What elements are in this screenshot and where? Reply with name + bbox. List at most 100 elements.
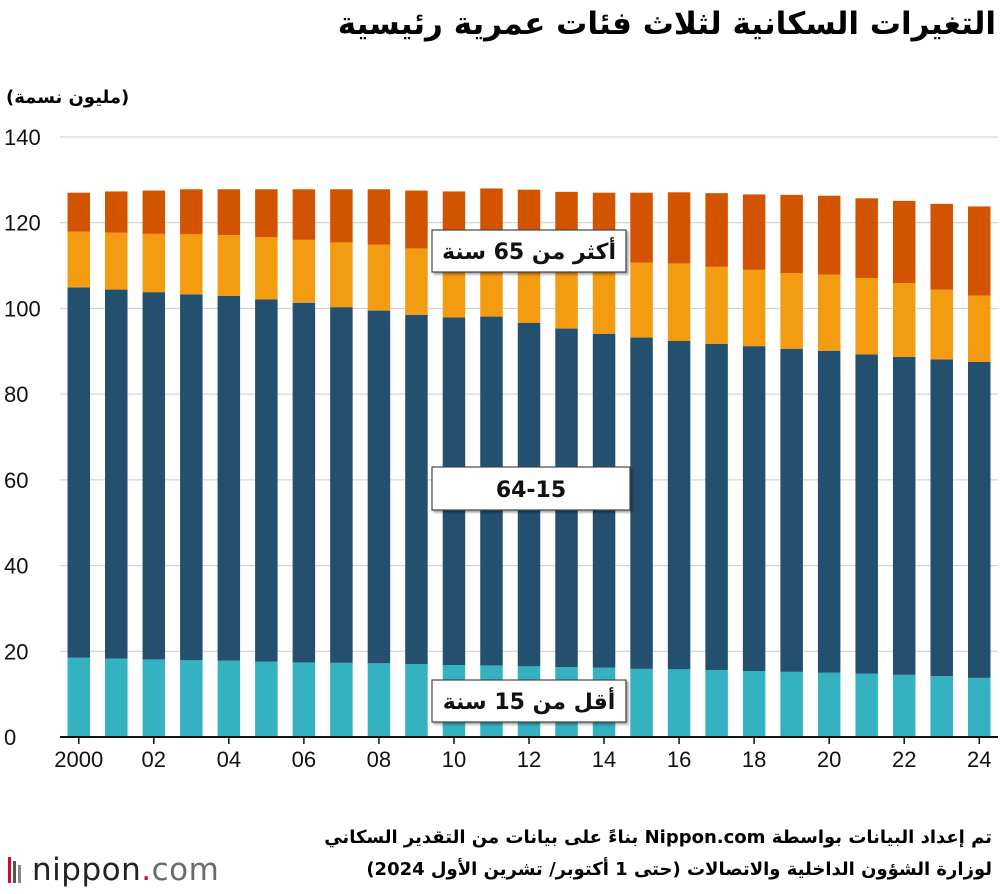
bar-2003-series-3 [180, 234, 203, 295]
label-working: 64-15 [431, 466, 631, 511]
source-line-1: تم إعداد البيانات بواسطة Nippon.com بناء… [324, 827, 992, 848]
bar-2006-series-2 [292, 302, 316, 663]
bar-2021-series-1 [855, 673, 878, 737]
bar-2021-series-4 [855, 198, 878, 278]
bar-2015-series-2 [630, 337, 653, 669]
bar-2001-series-1 [105, 658, 128, 737]
bar-2013-series-3 [555, 258, 578, 329]
bar-2004-series-2 [217, 296, 241, 661]
bar-2014-series-3 [592, 263, 616, 334]
x-tick-label-16: 16 [667, 747, 691, 772]
bar-2003-series-4 [180, 189, 203, 235]
bar-2003-series-2 [180, 294, 203, 661]
x-tick-label-04: 04 [217, 747, 241, 772]
bar-2008-series-4 [367, 189, 391, 245]
bar-2016-series-3 [667, 263, 691, 341]
source-line-2: لوزارة الشؤون الداخلية والاتصالات (حتى 1… [366, 859, 992, 880]
x-tick-label-20: 20 [817, 747, 841, 772]
bar-2024-series-4 [967, 206, 991, 296]
x-tick-label-2000: 2000 [54, 747, 103, 772]
bar-2016-series-2 [667, 341, 691, 670]
x-tick-label-12: 12 [517, 747, 541, 772]
bar-2007-series-4 [330, 189, 353, 243]
bar-2006-series-3 [292, 239, 316, 303]
x-tick-label-18: 18 [742, 747, 766, 772]
bar-2018-series-2 [742, 346, 766, 671]
bar-2020-series-1 [817, 672, 841, 737]
bar-2018-series-4 [742, 194, 766, 270]
bar-2020-series-4 [817, 195, 841, 275]
bar-2022-series-3 [892, 283, 916, 357]
bar-2022-series-1 [892, 674, 916, 737]
bar-2018-series-1 [742, 671, 766, 737]
bar-2007-series-3 [330, 242, 353, 308]
bars [67, 188, 991, 737]
logo-name: nippon [32, 852, 142, 888]
bar-2004-series-3 [217, 235, 241, 296]
bar-2005-series-4 [255, 189, 278, 238]
bar-2018-series-3 [742, 269, 766, 347]
bar-2004-series-1 [217, 660, 241, 737]
bar-2002-series-3 [142, 233, 166, 293]
bar-2008-series-3 [367, 244, 391, 311]
bar-2017-series-4 [705, 193, 728, 267]
bar-2002-series-4 [142, 190, 166, 234]
bar-2024-series-1 [967, 677, 991, 737]
bar-2006-series-1 [292, 662, 316, 737]
bar-2009-series-4 [405, 190, 428, 249]
bar-2015-series-3 [630, 262, 653, 338]
bar-2022-series-2 [892, 356, 916, 675]
bar-2016-series-4 [667, 192, 691, 264]
bar-2016-series-1 [667, 669, 691, 737]
label-young: أقل من 15 سنة [431, 679, 627, 723]
source-note: تم إعداد البيانات بواسطة Nippon.com بناء… [232, 822, 992, 886]
bar-2024-series-3 [967, 295, 991, 362]
y-tick-label-0: 0 [4, 725, 16, 750]
y-tick-label-60: 60 [4, 468, 28, 493]
label-elderly-text: أكثر من 65 سنة [442, 236, 616, 265]
bar-2001-series-3 [105, 232, 128, 290]
nippon-mark-icon [8, 857, 21, 883]
bar-2023-series-2 [930, 359, 953, 677]
label-young-text: أقل من 15 سنة [443, 686, 616, 715]
bar-2001-series-4 [105, 191, 128, 233]
bar-2015-series-1 [630, 668, 653, 737]
x-tick-label-08: 08 [367, 747, 391, 772]
bar-2017-series-1 [705, 670, 728, 737]
y-tick-label-40: 40 [4, 554, 28, 579]
bar-2020-series-3 [817, 274, 841, 351]
bar-2001-series-2 [105, 289, 128, 659]
nippon-logo: nippon.com [8, 850, 219, 890]
bar-2000-series-1 [67, 657, 91, 737]
y-tick-label-140: 140 [4, 125, 41, 150]
bar-2000-series-4 [67, 192, 91, 232]
bar-2019-series-1 [780, 671, 803, 737]
bar-2008-series-1 [367, 663, 391, 737]
y-tick-label-80: 80 [4, 382, 28, 407]
bar-2003-series-1 [180, 660, 203, 737]
y-axis-unit-label: (مليون نسمة) [6, 87, 130, 108]
x-tick-label-02: 02 [142, 747, 166, 772]
bar-2002-series-1 [142, 659, 166, 737]
x-axis-ticks: 2000 02 04 06 08 10 12 14 16 18 20 22 24 [54, 737, 991, 772]
x-tick-label-06: 06 [292, 747, 316, 772]
bar-2019-series-2 [780, 348, 803, 672]
bar-2000-series-2 [67, 287, 91, 658]
bar-2021-series-2 [855, 354, 878, 674]
bar-2007-series-1 [330, 662, 353, 737]
logo-suffix: com [151, 852, 220, 888]
label-working-text: 64-15 [496, 478, 566, 503]
bar-2008-series-2 [367, 310, 391, 664]
bar-2002-series-2 [142, 292, 166, 660]
bar-2019-series-3 [780, 273, 803, 349]
bar-2023-series-1 [930, 676, 953, 737]
bar-2023-series-4 [930, 203, 953, 290]
bar-2021-series-3 [855, 278, 878, 355]
logo-dot: . [141, 852, 152, 888]
bar-2005-series-2 [255, 299, 278, 662]
x-tick-label-24: 24 [967, 747, 991, 772]
y-tick-label-120: 120 [4, 211, 41, 236]
bar-2017-series-2 [705, 344, 728, 671]
bar-2007-series-2 [330, 307, 353, 663]
chart-title: التغيرات السكانية لثلاث فئات عمرية رئيسي… [337, 6, 996, 42]
